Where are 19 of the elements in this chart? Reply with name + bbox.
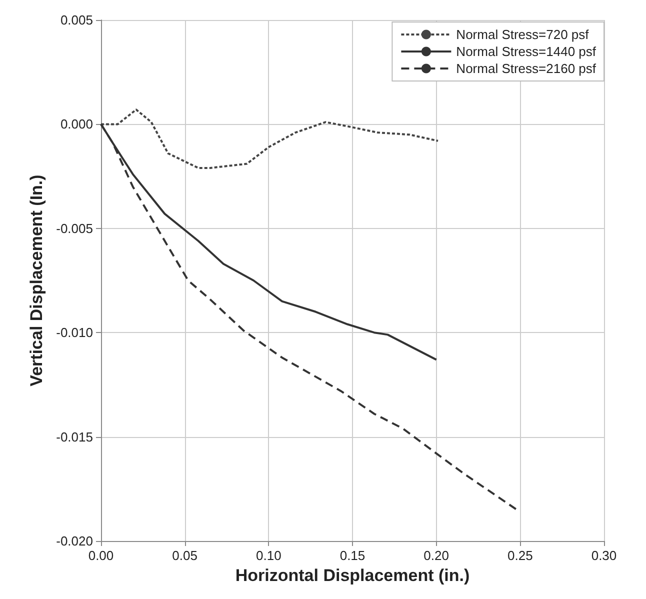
x-tick-label: 0.10 — [256, 548, 282, 563]
y-tick-label: 0.005 — [60, 12, 93, 28]
y-tick-label: -0.010 — [56, 325, 93, 340]
x-tick-label: 0.05 — [172, 548, 198, 563]
legend-label: Normal Stress=720 psf — [456, 27, 590, 42]
x-axis-title: Horizontal Displacement (in.) — [235, 566, 470, 585]
legend-label: Normal Stress=2160 psf — [456, 61, 596, 76]
x-tick-label: 0.15 — [340, 548, 366, 563]
y-tick-label: 0.000 — [60, 116, 93, 132]
legend-label: Normal Stress=1440 psf — [456, 44, 596, 59]
x-tick-label: 0.00 — [88, 548, 114, 563]
y-axis-title: Vertical Displacement (In.) — [27, 174, 46, 386]
x-tick-label: 0.30 — [591, 548, 617, 563]
y-tick-label: -0.015 — [56, 429, 93, 444]
line-series — [100, 108, 440, 169]
x-tick-label: 0.20 — [424, 548, 449, 563]
x-tick-label: 0.25 — [508, 548, 533, 563]
y-tick-label: -0.005 — [56, 220, 93, 236]
y-tick-label: -0.020 — [56, 534, 93, 548]
